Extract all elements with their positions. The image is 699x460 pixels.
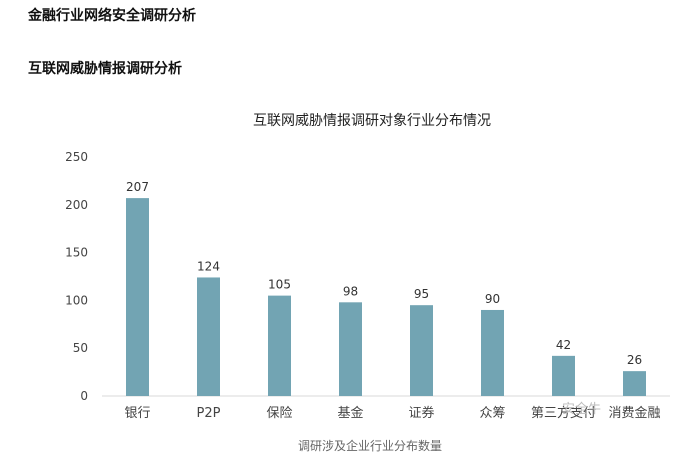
data-label: 42: [556, 338, 571, 352]
bar-series: [126, 198, 646, 396]
data-label: 26: [627, 353, 642, 367]
y-tick-label: 150: [65, 246, 88, 260]
data-label: 95: [414, 287, 429, 301]
x-axis-title: 调研涉及企业行业分布数量: [298, 438, 442, 453]
data-label: 207: [126, 180, 149, 194]
x-tick-label: 第三方支付: [531, 405, 596, 421]
x-tick-label: 众筹: [479, 405, 505, 421]
data-label: 124: [197, 259, 220, 273]
value-labels: 207 124 105 98 95 90 42 26: [126, 180, 642, 367]
y-axis: 0 50 100 150 200 250: [65, 150, 88, 403]
x-tick-label: P2P: [197, 406, 221, 421]
x-tick-label: 消费金融: [608, 405, 660, 421]
page-heading-secondary: 互联网威胁情报调研分析: [28, 61, 182, 77]
watermark-logo: 安全牛: [562, 402, 602, 417]
data-label: 105: [268, 278, 291, 292]
bar: [268, 295, 291, 396]
x-tick-label: 银行: [124, 406, 150, 421]
bar: [481, 309, 504, 396]
x-tick-label: 基金: [337, 405, 363, 421]
y-tick-label: 200: [65, 198, 88, 212]
bar: [552, 355, 575, 396]
x-tick-label: 保险: [266, 406, 292, 421]
y-tick-label: 50: [73, 341, 88, 355]
bar: [410, 305, 433, 396]
y-tick-label: 250: [65, 150, 88, 164]
bar: [623, 371, 646, 396]
bar: [339, 302, 362, 396]
bar: [197, 277, 220, 396]
bar: [126, 198, 149, 396]
x-axis: 银行 P2P 保险 基金 证券 众筹 第三方支付 消费金融: [102, 395, 670, 421]
y-tick-label: 100: [65, 293, 88, 307]
data-label: 98: [343, 284, 358, 298]
y-tick-label: 0: [80, 389, 88, 403]
page-heading-primary: 金融行业网络安全调研分析: [28, 8, 196, 24]
chart-title: 互联网威胁情报调研对象行业分布情况: [253, 113, 491, 129]
data-label: 90: [485, 292, 500, 306]
x-tick-label: 证券: [408, 405, 434, 421]
